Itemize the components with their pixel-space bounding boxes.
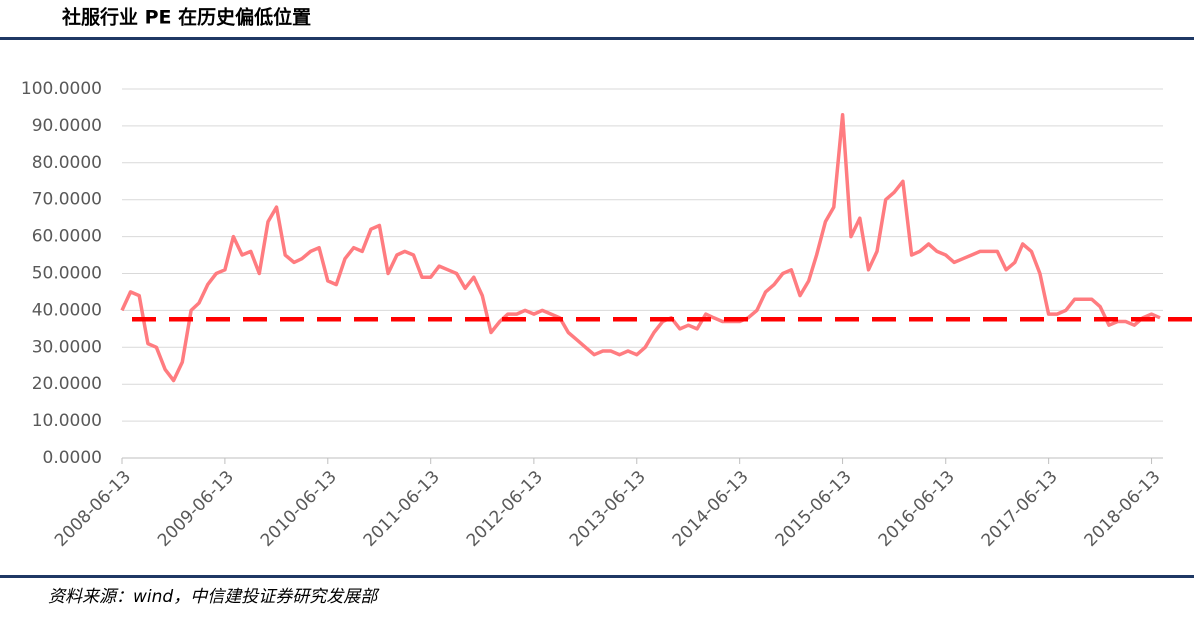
y-tick-label: 100.0000 xyxy=(21,79,102,99)
x-tick-label: 2018-06-13 xyxy=(1081,467,1165,551)
x-tick-label: 2010-06-13 xyxy=(257,467,341,551)
y-tick-label: 30.0000 xyxy=(32,337,102,357)
x-tick-label: 2011-06-13 xyxy=(360,467,444,551)
x-tick-label: 2015-06-13 xyxy=(772,467,856,551)
source-note: 资料来源：wind，中信建投证券研究发展部 xyxy=(48,587,380,607)
y-tick-label: 20.0000 xyxy=(32,374,102,394)
y-tick-label: 90.0000 xyxy=(32,116,102,136)
chart-title: 社服行业 PE 在历史偏低位置 xyxy=(61,6,311,29)
footer-rule xyxy=(0,575,1194,578)
x-tick-label: 2014-06-13 xyxy=(669,467,753,551)
y-tick-label: 80.0000 xyxy=(32,153,102,173)
y-tick-label: 50.0000 xyxy=(32,264,102,284)
x-tick-label: 2013-06-13 xyxy=(566,467,650,551)
x-tick-label: 2016-06-13 xyxy=(875,467,959,551)
x-tick-label: 2009-06-13 xyxy=(154,467,238,551)
data-line xyxy=(120,113,1161,383)
y-tick-label: 0.0000 xyxy=(43,448,102,468)
x-tick-label: 2008-06-13 xyxy=(51,467,135,551)
header-rule xyxy=(0,37,1194,40)
x-tick-label: 2017-06-13 xyxy=(978,467,1062,551)
y-tick-label: 70.0000 xyxy=(32,190,102,210)
y-tick-label: 60.0000 xyxy=(32,227,102,247)
x-tick-label: 2012-06-13 xyxy=(463,467,547,551)
y-tick-label: 40.0000 xyxy=(32,300,102,320)
y-tick-label: 10.0000 xyxy=(32,411,102,431)
